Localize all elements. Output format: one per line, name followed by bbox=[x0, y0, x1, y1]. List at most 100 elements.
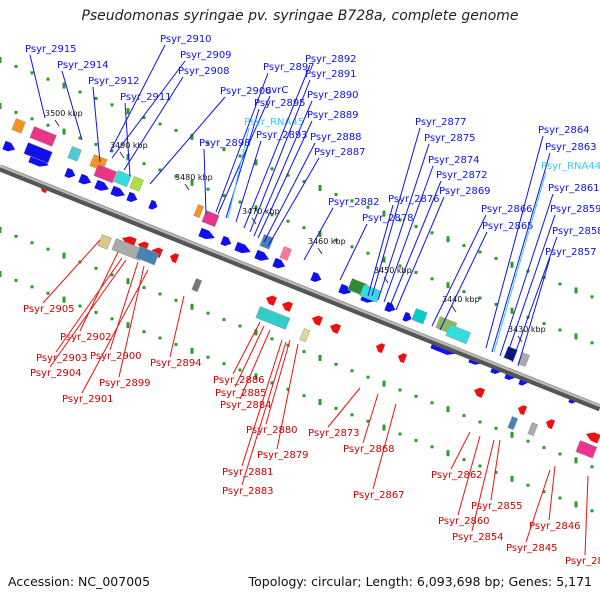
forward-gene-arrow[interactable] bbox=[64, 167, 77, 180]
reverse-gene-label[interactable]: Psyr_2886 bbox=[213, 375, 265, 386]
forward-gene-box[interactable] bbox=[259, 234, 274, 250]
forward-gene-box[interactable] bbox=[113, 170, 132, 188]
forward-gene-label[interactable]: Psyr_2872 bbox=[436, 170, 488, 181]
forward-gene-box[interactable] bbox=[129, 176, 144, 192]
reverse-gene-label[interactable]: Psyr_2880 bbox=[246, 425, 298, 436]
forward-gene-label[interactable]: Psyr_2857 bbox=[545, 247, 597, 258]
forward-gene-label[interactable]: Psyr_2909 bbox=[180, 50, 232, 61]
forward-gene-label[interactable]: Psyr_2875 bbox=[424, 133, 476, 144]
forward-gene-label[interactable]: Psyr_2910 bbox=[160, 34, 212, 45]
reverse-gene-arrow[interactable] bbox=[584, 430, 600, 444]
forward-gene-box[interactable] bbox=[411, 308, 428, 325]
reverse-gene-label[interactable]: Psyr_2868 bbox=[343, 444, 395, 455]
reverse-gene-box[interactable] bbox=[507, 416, 519, 431]
forward-gene-label[interactable]: Psyr_2864 bbox=[538, 125, 590, 136]
reverse-gene-label[interactable]: Psyr_2881 bbox=[222, 467, 274, 478]
forward-gene-label[interactable]: Psyr_2906 bbox=[220, 86, 272, 97]
reverse-gene-label[interactable]: Psyr_2902 bbox=[60, 332, 112, 343]
reverse-gene-label[interactable]: Psyr_2904 bbox=[30, 368, 82, 379]
reverse-gene-label[interactable]: Psyr_2905 bbox=[23, 304, 75, 315]
forward-gene-label[interactable]: Psyr_2914 bbox=[57, 60, 109, 71]
reverse-gene-box[interactable] bbox=[255, 306, 291, 330]
reverse-gene-label[interactable]: Psyr_2884 bbox=[220, 400, 272, 411]
forward-gene-box[interactable] bbox=[23, 142, 53, 164]
forward-gene-box[interactable] bbox=[11, 118, 26, 134]
reverse-gene-label[interactable]: Psyr_2885 bbox=[215, 388, 267, 399]
reverse-gene-box[interactable] bbox=[299, 328, 311, 343]
forward-gene-arrow[interactable] bbox=[254, 249, 270, 264]
forward-gene-arrow[interactable] bbox=[198, 227, 216, 242]
reverse-gene-box[interactable] bbox=[527, 422, 539, 437]
forward-gene-label[interactable]: Psyr_2911 bbox=[120, 92, 172, 103]
forward-gene-label[interactable]: Psyr_2861 bbox=[548, 183, 600, 194]
forward-gene-label[interactable]: Psyr_RNA45 bbox=[244, 117, 304, 128]
forward-gene-arrow[interactable] bbox=[402, 311, 413, 323]
forward-gene-box[interactable] bbox=[93, 164, 118, 184]
reverse-gene-arrow[interactable] bbox=[120, 234, 137, 248]
reverse-gene-box[interactable] bbox=[575, 440, 598, 459]
forward-gene-label[interactable]: Psyr_2888 bbox=[310, 132, 362, 143]
forward-gene-arrow[interactable] bbox=[310, 271, 323, 284]
reverse-gene-label[interactable]: Psyr_2901 bbox=[62, 394, 114, 405]
reverse-gene-box[interactable] bbox=[135, 246, 160, 266]
forward-gene-label[interactable]: Psyr_2908 bbox=[178, 66, 230, 77]
reverse-gene-label[interactable]: Psyr_2894 bbox=[150, 358, 202, 369]
forward-gene-label[interactable]: Psyr_2869 bbox=[439, 186, 491, 197]
reverse-gene-arrow[interactable] bbox=[472, 386, 485, 398]
forward-gene-label[interactable]: Psyr_2859 bbox=[550, 204, 600, 215]
forward-gene-box[interactable] bbox=[279, 246, 292, 261]
forward-gene-label[interactable]: Psyr_2858 bbox=[552, 226, 600, 237]
reverse-gene-label[interactable]: Psyr_2860 bbox=[438, 516, 490, 527]
reverse-gene-label[interactable]: Psyr_2873 bbox=[308, 428, 360, 439]
forward-gene-label[interactable]: Psyr_2874 bbox=[428, 155, 480, 166]
forward-gene-label[interactable]: Psyr_2890 bbox=[307, 90, 359, 101]
forward-gene-label[interactable]: Psyr_2889 bbox=[307, 110, 359, 121]
forward-gene-label[interactable]: Psyr_2876 bbox=[388, 194, 440, 205]
reverse-gene-label[interactable]: Psyr_2862 bbox=[431, 470, 483, 481]
forward-gene-label[interactable]: Psyr_RNA44 bbox=[541, 161, 600, 172]
forward-gene-arrow[interactable] bbox=[220, 235, 233, 248]
reverse-gene-label[interactable]: Psyr_2883 bbox=[222, 486, 274, 497]
reverse-gene-arrow[interactable] bbox=[544, 418, 556, 430]
reverse-gene-label[interactable]: Psyr_2879 bbox=[257, 450, 309, 461]
forward-gene-label[interactable]: Psyr_2915 bbox=[25, 44, 77, 55]
forward-gene-label[interactable]: Psyr_2882 bbox=[328, 197, 380, 208]
reverse-gene-label[interactable]: Psyr_2845 bbox=[506, 543, 558, 554]
reverse-gene-label[interactable]: Psyr_2903 bbox=[36, 353, 88, 364]
reverse-gene-label[interactable]: Psyr_2900 bbox=[90, 351, 142, 362]
forward-gene-label[interactable]: Psyr_2863 bbox=[545, 142, 597, 153]
reverse-gene-arrow[interactable] bbox=[374, 342, 386, 354]
forward-gene-label[interactable]: uvrC bbox=[265, 85, 288, 96]
forward-gene-label[interactable]: Psyr_2895 bbox=[254, 98, 306, 109]
reverse-gene-label[interactable]: Psyr_2867 bbox=[353, 490, 405, 501]
reverse-gene-label[interactable]: Psyr_2854 bbox=[452, 532, 504, 543]
forward-gene-box[interactable] bbox=[201, 210, 220, 228]
forward-gene-label[interactable]: Psyr_2877 bbox=[415, 117, 467, 128]
forward-gene-arrow[interactable] bbox=[110, 185, 126, 200]
forward-gene-label[interactable]: Psyr_2892 bbox=[305, 54, 357, 65]
forward-gene-label[interactable]: Psyr_2912 bbox=[88, 76, 140, 87]
reverse-gene-arrow[interactable] bbox=[280, 300, 293, 312]
reverse-gene-label[interactable]: Psyr_2855 bbox=[471, 501, 523, 512]
reverse-gene-box[interactable] bbox=[191, 278, 203, 293]
forward-gene-label[interactable]: Psyr_2865 bbox=[482, 221, 534, 232]
reverse-gene-arrow[interactable] bbox=[264, 294, 277, 306]
forward-gene-arrow[interactable] bbox=[272, 257, 286, 271]
reverse-gene-label[interactable]: Psyr_2899 bbox=[99, 378, 151, 389]
reverse-gene-label[interactable]: Psyr_2846 bbox=[529, 521, 581, 532]
forward-gene-label[interactable]: Psyr_2891 bbox=[305, 69, 357, 80]
reverse-gene-label[interactable]: Psyr_2841 bbox=[565, 556, 600, 567]
forward-gene-arrow[interactable] bbox=[384, 301, 397, 314]
reverse-gene-arrow[interactable] bbox=[328, 322, 341, 334]
reverse-gene-arrow[interactable] bbox=[310, 314, 323, 326]
forward-gene-arrow[interactable] bbox=[338, 283, 352, 297]
forward-gene-label[interactable]: Psyr_2898 bbox=[199, 138, 251, 149]
forward-gene-box[interactable] bbox=[29, 126, 57, 147]
forward-gene-box[interactable] bbox=[193, 204, 205, 219]
forward-gene-arrow[interactable] bbox=[94, 179, 110, 194]
forward-gene-arrow[interactable] bbox=[234, 241, 252, 256]
reverse-gene-arrow[interactable] bbox=[516, 404, 528, 416]
forward-gene-arrow[interactable] bbox=[2, 140, 16, 154]
forward-gene-box[interactable] bbox=[445, 324, 471, 345]
forward-gene-arrow[interactable] bbox=[148, 199, 159, 211]
